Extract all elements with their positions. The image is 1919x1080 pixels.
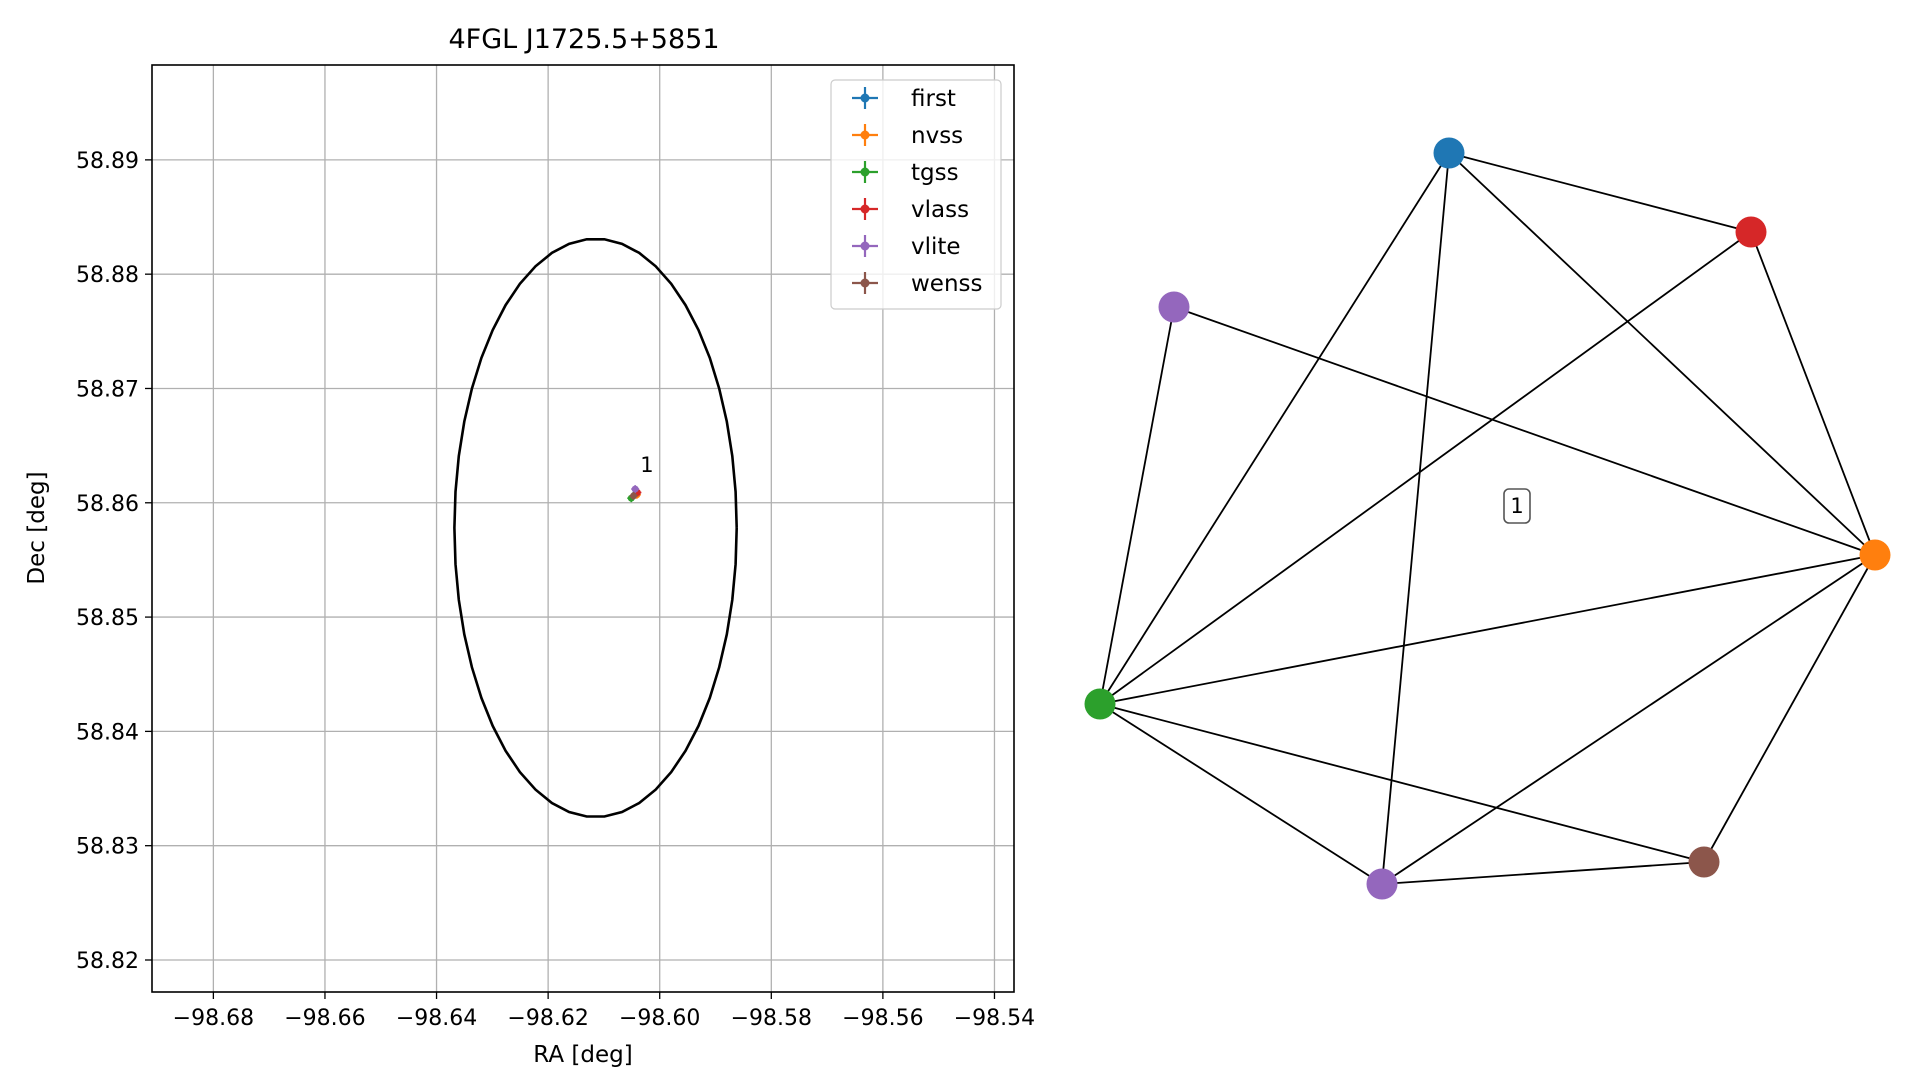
y-tick-label: 58.89 — [76, 149, 139, 174]
graph-edge — [1099, 306, 1175, 705]
point-annotation: 1 — [640, 453, 653, 477]
error-ellipse — [453, 238, 738, 818]
graph-edge — [1099, 703, 1705, 863]
legend-marker-wenss — [860, 278, 870, 288]
graph-edge — [1448, 152, 1752, 233]
graph-edge — [1173, 306, 1876, 556]
y-axis-ticks: 58.82 58.83 58.84 58.85 58.86 58.87 58.88 58.89 — [76, 149, 152, 974]
legend-label-tgss: tgss — [911, 160, 959, 186]
legend-box — [830, 79, 1002, 310]
chart-title: 4FGL J1725.5+5851 — [448, 24, 719, 55]
x-tick-label: −98.64 — [396, 1006, 477, 1031]
graph-edge — [1381, 861, 1705, 885]
graph-node-tgss — [1084, 688, 1116, 720]
legend-label-vlite: vlite — [911, 234, 961, 260]
legend-marker-nvss — [860, 130, 870, 140]
graph-edge — [1448, 152, 1876, 556]
y-tick-label: 58.88 — [76, 263, 139, 288]
y-tick-label: 58.84 — [76, 720, 139, 745]
graph-edge — [1703, 554, 1876, 863]
x-tick-label: −98.68 — [173, 1006, 254, 1031]
legend-label-nvss: nvss — [911, 123, 963, 149]
point-wenss — [629, 492, 637, 500]
x-tick-label: −98.60 — [619, 1006, 700, 1031]
graph-node-vlite — [1158, 291, 1190, 323]
graph-edge — [1099, 554, 1876, 705]
data-points-layer — [627, 485, 642, 503]
y-tick-label: 58.87 — [76, 377, 139, 402]
x-tick-label: −98.62 — [507, 1006, 588, 1031]
legend-marker-tgss — [860, 167, 870, 177]
legend-items: first nvss tgss vlass vlite wenss — [852, 86, 983, 297]
graph-node-nvss — [1859, 539, 1891, 571]
error-ellipse-layer — [453, 238, 738, 818]
graph-label: 1 — [1503, 488, 1531, 524]
graph-edges — [1099, 152, 1876, 885]
graph-edge — [1099, 703, 1383, 885]
graph-node-first — [1433, 137, 1465, 169]
graph-edge — [1381, 152, 1450, 885]
y-axis-label: Dec [deg] — [24, 471, 50, 584]
x-tick-label: −98.58 — [731, 1006, 812, 1031]
network-panel: 1 — [1084, 137, 1891, 900]
graph-node-vlass — [1735, 216, 1767, 248]
y-tick-label: 58.82 — [76, 949, 139, 974]
y-tick-label: 58.83 — [76, 835, 139, 860]
graph-label-text: 1 — [1510, 494, 1523, 518]
legend-label-wenss: wenss — [911, 271, 983, 297]
y-tick-label: 58.85 — [76, 606, 139, 631]
graph-edge — [1750, 231, 1876, 556]
graph-edge — [1099, 152, 1450, 705]
x-axis-ticks: −98.68 −98.66 −98.64 −98.62 −98.60 −98.58 −98.… — [173, 992, 1035, 1031]
legend-label-first: first — [911, 86, 956, 112]
graph-label-box — [1503, 488, 1531, 524]
graph-nodes — [1084, 137, 1891, 900]
annotations-layer: 1 — [640, 453, 653, 477]
x-tick-label: −98.54 — [954, 1006, 1035, 1031]
plot-frame — [151, 64, 1015, 993]
graph-edge — [1381, 554, 1876, 885]
graph-node-vlite — [1366, 868, 1398, 900]
legend-marker-first — [860, 93, 870, 103]
legend-marker-vlass — [860, 204, 870, 214]
scatter-panel: 4FGL J1725.5+5851 1 −98.68 −98.66 −98.64 −9… — [24, 24, 1035, 1068]
graph-edge — [1099, 231, 1752, 705]
legend-label-vlass: vlass — [911, 197, 969, 223]
x-tick-label: −98.66 — [284, 1006, 365, 1031]
x-tick-label: −98.56 — [842, 1006, 923, 1031]
graph-node-wenss — [1688, 846, 1720, 878]
legend: first nvss tgss vlass vlite wenss — [830, 79, 1002, 310]
x-axis-label: RA [deg] — [533, 1042, 632, 1068]
point-vlite — [631, 485, 639, 493]
legend-marker-vlite — [860, 241, 870, 251]
y-tick-label: 58.86 — [76, 492, 139, 517]
